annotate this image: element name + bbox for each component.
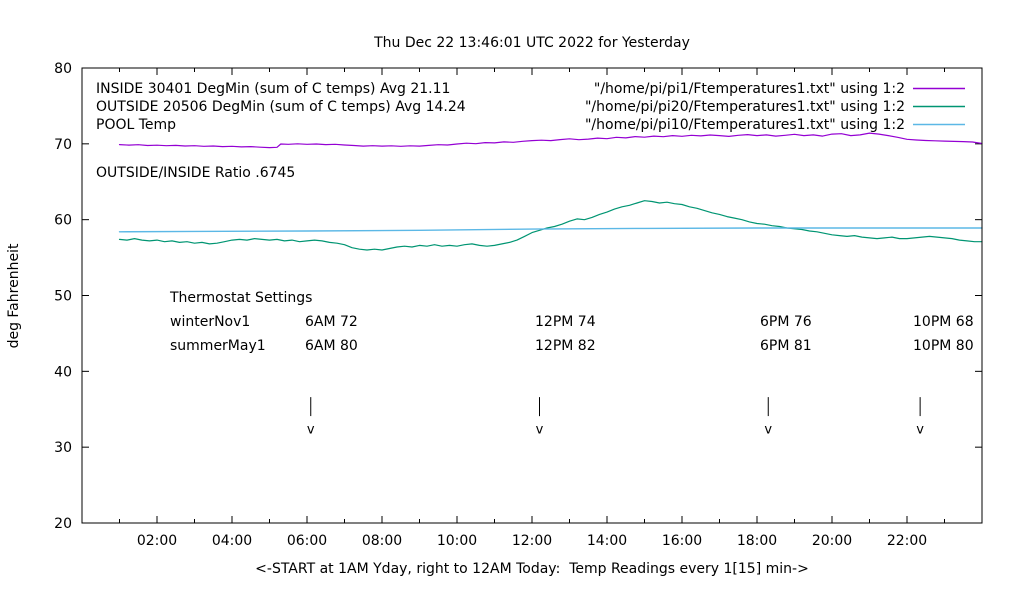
x-tick-label: 04:00 <box>212 533 252 549</box>
chart-title: Thu Dec 22 13:46:01 UTC 2022 for Yesterd… <box>373 35 690 51</box>
down-arrow-head: v <box>307 423 315 438</box>
thermostat-setting: 6AM 80 <box>305 338 358 354</box>
thermostat-row-name: winterNov1 <box>170 314 250 330</box>
y-tick-label: 70 <box>54 137 72 153</box>
x-tick-label: 16:00 <box>662 533 702 549</box>
thermostat-setting: 12PM 82 <box>535 338 596 354</box>
y-axis-label: deg Fahrenheit <box>6 243 22 348</box>
x-tick-label: 20:00 <box>812 533 852 549</box>
legend-source: "/home/pi/pi1/Ftemperatures1.txt" using … <box>594 81 905 97</box>
down-arrow-head: v <box>916 423 924 438</box>
down-arrow-head: v <box>536 423 544 438</box>
thermostat-setting: 6PM 81 <box>760 338 812 354</box>
series-line <box>118 227 983 233</box>
thermostat-setting: 12PM 74 <box>535 314 596 330</box>
x-tick-label: 18:00 <box>737 533 777 549</box>
legend-source: "/home/pi/pi10/Ftemperatures1.txt" using… <box>585 117 905 133</box>
legend-source: "/home/pi/pi20/Ftemperatures1.txt" using… <box>585 99 905 115</box>
plot-border <box>81 67 983 524</box>
legend-label: INSIDE 30401 DegMin (sum of C temps) Avg… <box>96 81 450 97</box>
x-tick-label: 14:00 <box>587 533 627 549</box>
x-tick-label: 22:00 <box>887 533 927 549</box>
legend-label: POOL Temp <box>96 117 176 133</box>
thermostat-setting: 10PM 80 <box>913 338 974 354</box>
thermostat-setting: 6PM 76 <box>760 314 812 330</box>
thermostat-setting: 10PM 68 <box>913 314 974 330</box>
y-tick-label: 60 <box>54 213 72 229</box>
thermostat-settings: Thermostat Settings winterNov1 6AM 72 12PM… <box>169 290 974 354</box>
y-tick-label: 50 <box>54 289 72 305</box>
y-tick-label: 20 <box>54 516 72 532</box>
thermostat-title: Thermostat Settings <box>169 290 312 306</box>
ratio-annotation: OUTSIDE/INSIDE Ratio .6745 <box>96 165 295 181</box>
axis-ticks: 02:00 04:00 06:00 08:00 10:00 12:00 14:00 16:00… <box>54 61 982 549</box>
x-axis-label: <-START at 1AM Yday, right to 12AM Today… <box>255 561 809 577</box>
data-series <box>118 132 983 251</box>
legend: INSIDE 30401 DegMin (sum of C temps) Avg… <box>96 81 965 133</box>
y-tick-label: 30 <box>54 440 72 456</box>
x-tick-label: 12:00 <box>512 533 552 549</box>
thermostat-setting: 6AM 72 <box>305 314 358 330</box>
series-line <box>118 200 983 251</box>
x-tick-label: 10:00 <box>437 533 477 549</box>
x-tick-label: 08:00 <box>362 533 402 549</box>
down-arrow-head: v <box>764 423 772 438</box>
x-tick-label: 06:00 <box>287 533 327 549</box>
thermostat-row-name: summerMay1 <box>170 338 266 354</box>
y-tick-label: 40 <box>54 364 72 380</box>
series-line <box>118 132 983 149</box>
x-tick-label: 02:00 <box>137 533 177 549</box>
y-tick-label: 80 <box>54 61 72 77</box>
legend-label: OUTSIDE 20506 DegMin (sum of C temps) Av… <box>96 99 466 115</box>
